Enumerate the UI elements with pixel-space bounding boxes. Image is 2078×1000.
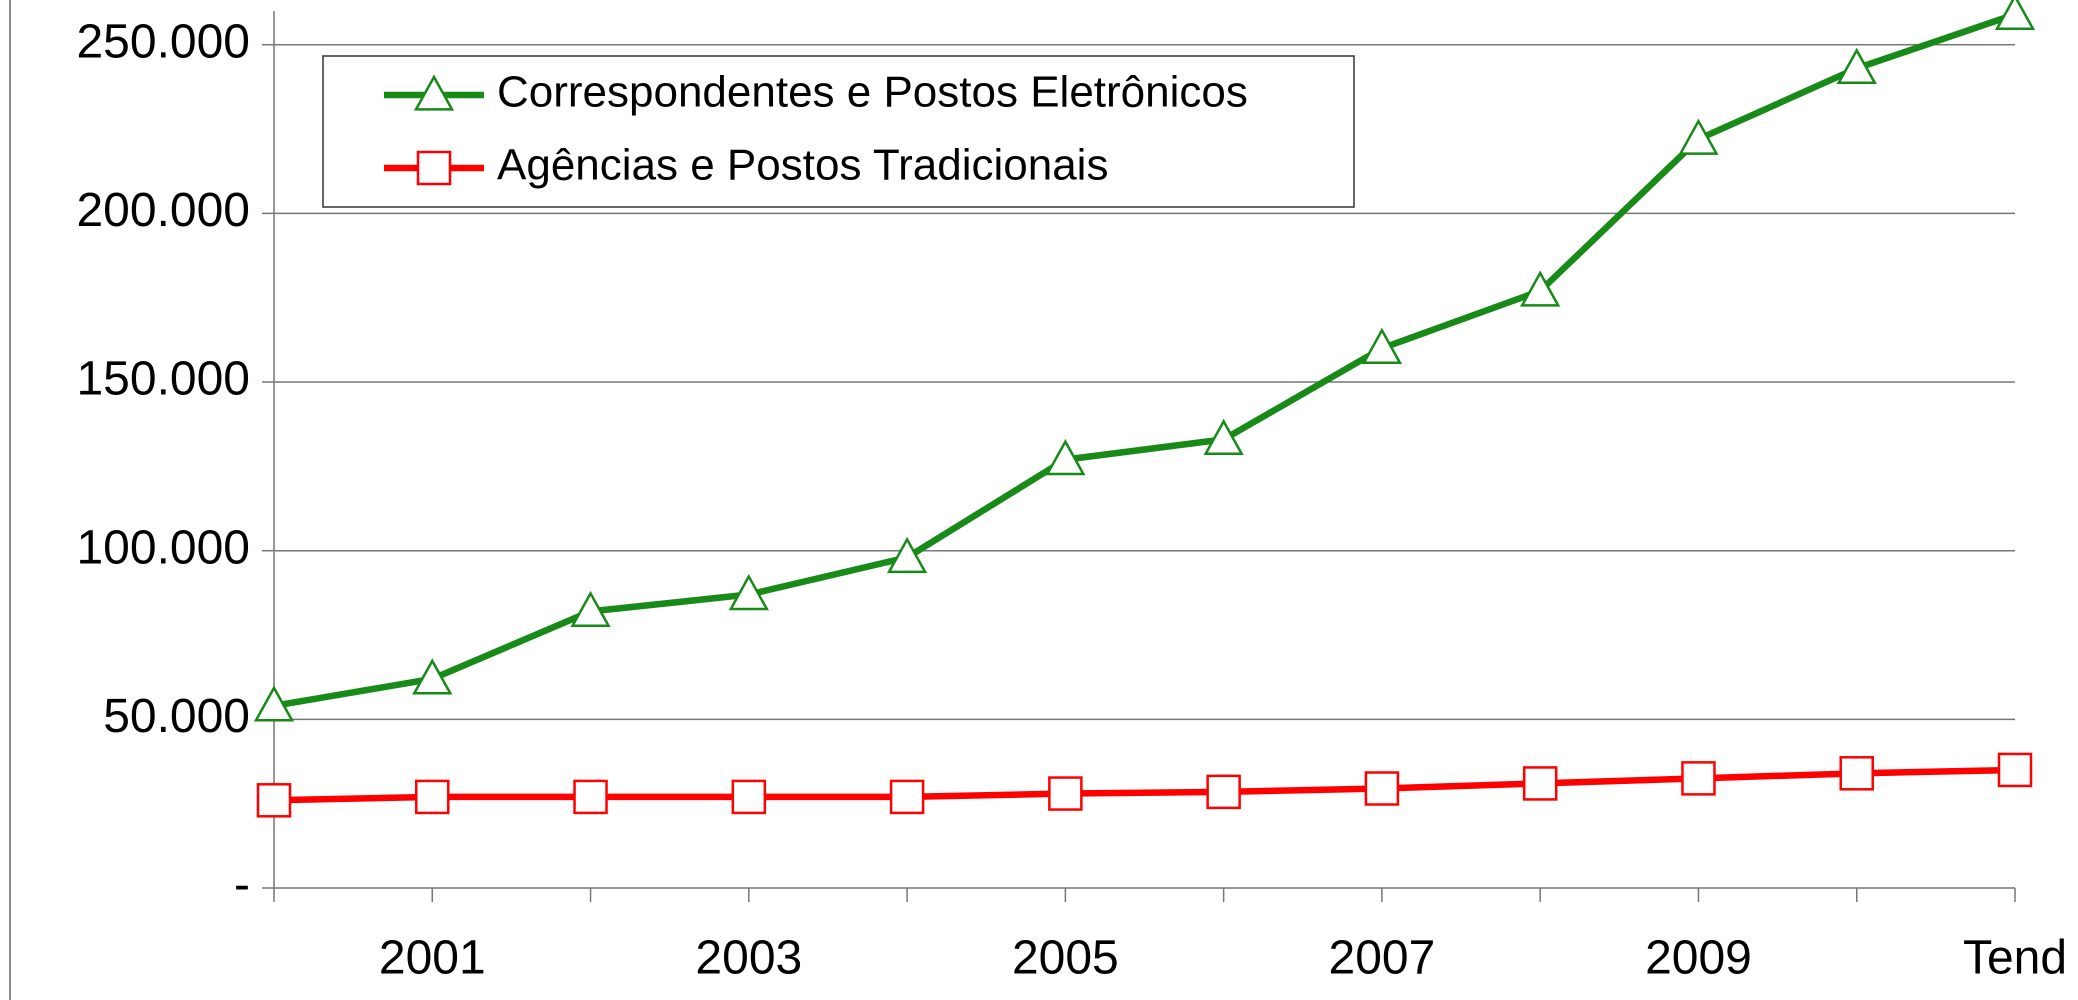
y-tick-label: - bbox=[234, 859, 250, 912]
marker bbox=[1520, 270, 1561, 307]
x-tick-label: 2001 bbox=[379, 932, 486, 985]
y-tick-label: 150.000 bbox=[76, 353, 250, 406]
marker bbox=[573, 779, 608, 815]
marker bbox=[1045, 439, 1086, 476]
marker bbox=[1203, 418, 1244, 456]
marker bbox=[413, 74, 455, 111]
marker bbox=[1839, 756, 1874, 791]
marker bbox=[728, 573, 769, 611]
x-tick-label: 2005 bbox=[1012, 932, 1119, 985]
marker bbox=[1997, 752, 2033, 788]
x-tick-label: 2009 bbox=[1645, 932, 1752, 985]
marker bbox=[570, 590, 611, 628]
legend-box bbox=[322, 55, 1355, 208]
marker bbox=[1364, 771, 1400, 806]
marker bbox=[1206, 774, 1241, 810]
marker bbox=[1361, 327, 1403, 364]
marker bbox=[1994, 0, 2036, 31]
marker bbox=[1681, 761, 1716, 796]
marker bbox=[1048, 776, 1083, 811]
series-line bbox=[273, 766, 2016, 804]
marker bbox=[1678, 118, 1719, 155]
marker bbox=[256, 783, 292, 818]
x-tick-label: 2007 bbox=[1329, 932, 1436, 985]
marker bbox=[412, 658, 453, 695]
marker bbox=[886, 536, 928, 574]
legend-label: Correspondentes e Postos Eletrônicos bbox=[497, 68, 1248, 117]
marker bbox=[253, 685, 295, 722]
y-tick-label: 250.000 bbox=[76, 15, 250, 68]
legend-label: Agências e Postos Tradicionais bbox=[497, 141, 1108, 190]
marker bbox=[1522, 766, 1558, 801]
marker bbox=[731, 779, 767, 815]
marker bbox=[1836, 47, 1877, 84]
marker bbox=[889, 779, 925, 815]
x-tick-label: 2003 bbox=[695, 932, 802, 985]
marker bbox=[416, 150, 452, 186]
series-line bbox=[273, 11, 2017, 710]
x-tick-label: Tend bbox=[1963, 932, 2067, 985]
marker bbox=[415, 779, 450, 815]
y-tick-label: 50.000 bbox=[103, 690, 250, 743]
y-tick-label: 100.000 bbox=[76, 521, 250, 574]
y-tick-label: 200.000 bbox=[76, 184, 250, 237]
